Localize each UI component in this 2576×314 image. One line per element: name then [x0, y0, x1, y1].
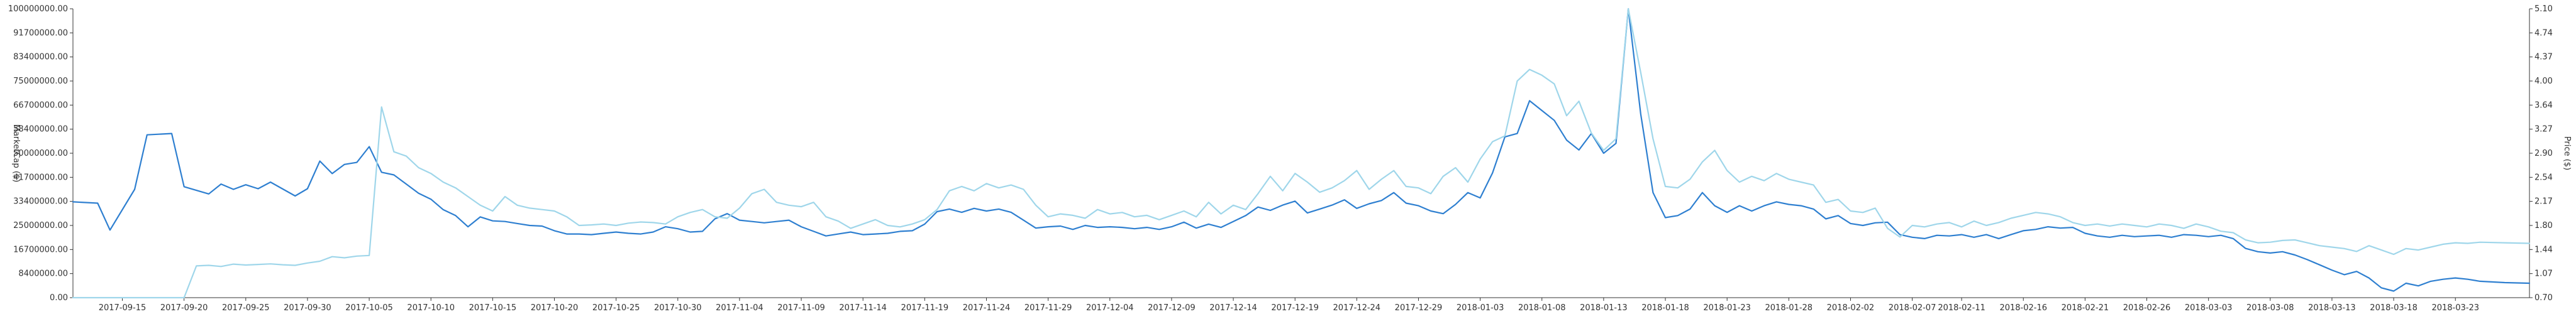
- right-tick-label: 0.70: [2534, 293, 2553, 303]
- x-tick-label: 2017-09-25: [222, 303, 270, 313]
- x-axis: 2017-09-15 2017-09-20 2017-09-25 2017-09-30…: [73, 297, 2529, 313]
- price-series-line: [72, 8, 2531, 292]
- x-tick-label: 2017-10-25: [592, 303, 640, 313]
- x-tick-label: 2018-02-02: [1827, 303, 1875, 313]
- x-tick-label: 2018-01-03: [1457, 303, 1504, 313]
- x-tick-label: 2017-12-24: [1333, 303, 1381, 313]
- x-tick-label: 2017-10-15: [469, 303, 517, 313]
- right-tick-label: 2.90: [2534, 149, 2553, 158]
- x-tick-label: 2018-01-08: [1518, 303, 1566, 313]
- x-tick-label: 2018-03-18: [2370, 303, 2418, 313]
- x-tick-label: 2018-02-21: [2062, 303, 2109, 313]
- x-tick-label: 2017-11-29: [1024, 303, 1072, 313]
- left-tick-label: 16700000.00: [13, 245, 68, 254]
- right-tick-label: 1.07: [2534, 269, 2553, 279]
- x-tick-label: 2017-12-09: [1148, 303, 1196, 313]
- x-tick-label: 2018-03-13: [2308, 303, 2356, 313]
- right-axis: 0.70 1.07 1.44 1.80 2.17 2.54 2.90 3.27 3.64 4.00…: [2529, 4, 2553, 303]
- x-tick-label: 2017-12-19: [1271, 303, 1319, 313]
- x-tick-label: 2018-02-11: [1938, 303, 1985, 313]
- right-tick-label: 5.10: [2534, 4, 2553, 14]
- series-layer: [72, 8, 2531, 299]
- left-tick-label: 91700000.00: [13, 28, 68, 38]
- right-tick-label: 4.74: [2534, 28, 2553, 38]
- left-tick-label: 75000000.00: [13, 77, 68, 86]
- x-tick-label: 2018-02-16: [1999, 303, 2047, 313]
- left-tick-label: 83400000.00: [13, 53, 68, 62]
- right-tick-label: 3.27: [2534, 125, 2553, 134]
- x-tick-label: 2017-12-04: [1086, 303, 1134, 313]
- x-tick-label: 2017-11-19: [901, 303, 949, 313]
- left-axis: 0.00 8400000.00 16700000.00 25000000.00 3340…: [8, 4, 74, 303]
- x-tick-label: 2017-10-05: [345, 303, 393, 313]
- x-tick-label: 2018-03-03: [2185, 303, 2233, 313]
- right-tick-label: 3.64: [2534, 100, 2553, 110]
- x-tick-label: 2018-01-28: [1765, 303, 1813, 313]
- right-tick-label: 2.17: [2534, 197, 2553, 207]
- x-tick-label: 2017-09-20: [160, 303, 208, 313]
- left-axis-title: MarketCap ($): [11, 124, 21, 183]
- left-tick-label: 58400000.00: [13, 125, 68, 134]
- x-tick-label: 2018-02-07: [1889, 303, 1936, 313]
- marketcap-series-line: [72, 8, 2531, 299]
- left-tick-label: 33400000.00: [13, 197, 68, 207]
- x-tick-label: 2017-11-14: [839, 303, 887, 313]
- right-tick-label: 4.00: [2534, 77, 2553, 86]
- x-tick-label: 2017-10-20: [531, 303, 579, 313]
- x-tick-label: 2017-09-30: [284, 303, 331, 313]
- left-tick-label: 8400000.00: [18, 269, 68, 279]
- left-tick-label: 25000000.00: [13, 221, 68, 230]
- x-tick-label: 2018-01-13: [1580, 303, 1628, 313]
- left-tick-label: 66700000.00: [13, 100, 68, 110]
- x-tick-label: 2018-01-23: [1703, 303, 1751, 313]
- right-tick-label: 2.54: [2534, 173, 2553, 182]
- x-tick-label: 2017-11-09: [777, 303, 825, 313]
- left-tick-label: 50000000.00: [13, 149, 68, 158]
- x-tick-label: 2017-11-04: [716, 303, 763, 313]
- x-tick-label: 2017-09-15: [99, 303, 147, 313]
- x-tick-label: 2017-10-30: [654, 303, 702, 313]
- x-tick-label: 2018-03-08: [2246, 303, 2294, 313]
- x-tick-label: 2017-11-24: [963, 303, 1011, 313]
- left-tick-label: 0.00: [50, 293, 68, 303]
- right-tick-label: 1.80: [2534, 221, 2553, 230]
- left-tick-label: 100000000.00: [8, 4, 68, 14]
- x-tick-label: 2017-12-29: [1395, 303, 1443, 313]
- left-tick-label: 41700000.00: [13, 173, 68, 182]
- x-tick-label: 2018-01-18: [1641, 303, 1689, 313]
- x-tick-label: 2018-03-23: [2431, 303, 2479, 313]
- right-tick-label: 4.37: [2534, 53, 2553, 62]
- x-tick-label: 2017-10-10: [407, 303, 455, 313]
- right-tick-label: 1.44: [2534, 245, 2553, 254]
- x-tick-label: 2018-02-26: [2123, 303, 2171, 313]
- x-tick-label: 2017-12-14: [1209, 303, 1257, 313]
- right-axis-title: Price ($): [2562, 136, 2572, 170]
